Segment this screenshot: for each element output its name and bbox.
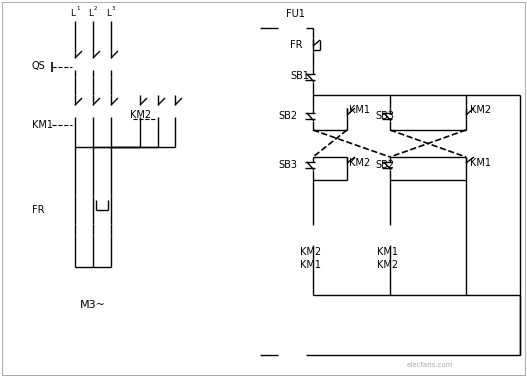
Bar [299, 225, 327, 245]
Circle shape [252, 24, 260, 32]
Text: KM1: KM1 [470, 158, 491, 168]
Text: QS: QS [32, 61, 46, 71]
Text: SB2: SB2 [278, 111, 297, 121]
Text: KM1: KM1 [377, 247, 398, 257]
Text: SB3: SB3 [375, 111, 394, 121]
Text: KM1: KM1 [349, 105, 370, 115]
Circle shape [252, 351, 260, 359]
Text: KM2: KM2 [300, 247, 321, 257]
Bar [278, 22, 306, 34]
Text: SB3: SB3 [278, 160, 297, 170]
Bar [278, 349, 306, 361]
Circle shape [55, 267, 131, 343]
Text: L: L [70, 9, 75, 17]
Bar [88, 90, 178, 152]
Bar [98, 95, 168, 147]
Text: 2: 2 [94, 6, 97, 11]
Text: KM2: KM2 [130, 110, 151, 120]
Text: KM2: KM2 [377, 260, 398, 270]
Text: 3: 3 [112, 6, 115, 11]
Text: SB1: SB1 [290, 71, 309, 81]
Text: KM2: KM2 [470, 105, 491, 115]
Text: L: L [88, 9, 93, 17]
Text: SB2: SB2 [375, 160, 394, 170]
Text: FR: FR [32, 205, 44, 215]
Bar [60, 196, 150, 224]
Circle shape [90, 15, 96, 21]
Circle shape [108, 15, 114, 21]
Bar [376, 225, 404, 245]
Text: KM1: KM1 [32, 120, 53, 130]
Text: L: L [106, 9, 111, 17]
Text: KM2: KM2 [349, 158, 370, 168]
Circle shape [72, 15, 78, 21]
Text: FR: FR [290, 40, 302, 50]
Bar [66, 200, 96, 220]
Text: KM1: KM1 [300, 260, 321, 270]
Text: 1: 1 [76, 6, 80, 11]
Text: elecfans.com: elecfans.com [407, 362, 453, 368]
Text: M3~: M3~ [80, 300, 106, 310]
Bar [60, 95, 130, 147]
Text: FU1: FU1 [286, 9, 305, 19]
Bar [108, 200, 138, 220]
